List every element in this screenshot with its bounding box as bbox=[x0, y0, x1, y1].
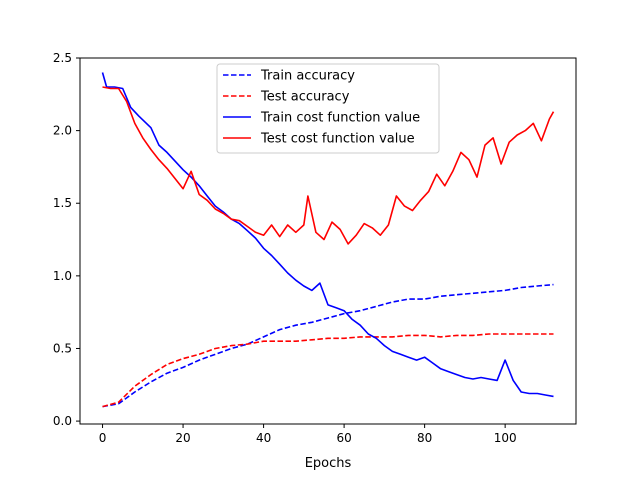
x-tick-label: 20 bbox=[175, 431, 190, 445]
series-line-1 bbox=[102, 283, 554, 408]
x-tick-label: 100 bbox=[494, 431, 517, 445]
plot-lines bbox=[101, 72, 555, 408]
x-tick-label: 0 bbox=[99, 431, 107, 445]
x-axis-label: Epochs bbox=[305, 456, 352, 471]
y-tick-label: 1.5 bbox=[53, 196, 72, 210]
y-tick-label: 0.5 bbox=[53, 341, 72, 355]
y-tick-label: 2.0 bbox=[53, 124, 72, 138]
y-tick-label: 0.0 bbox=[53, 414, 72, 428]
plot-frame bbox=[79, 57, 577, 425]
x-tick-label: 80 bbox=[417, 431, 432, 445]
legend: Train accuracy Test accuracy Train cost fu… bbox=[216, 63, 440, 154]
legend-label: Test cost function value bbox=[260, 132, 415, 147]
legend-box bbox=[216, 63, 440, 154]
series-line-4 bbox=[102, 86, 555, 245]
legend-label: Train accuracy bbox=[260, 69, 355, 84]
y-tick-label: 2.5 bbox=[53, 51, 72, 65]
series-line-2 bbox=[102, 333, 554, 408]
legend-label: Test accuracy bbox=[260, 90, 350, 105]
legend-label: Train cost function value bbox=[260, 111, 420, 126]
y-tick-label: 1.0 bbox=[53, 269, 72, 283]
series-line-3 bbox=[101, 72, 554, 398]
x-axis: 0 20 40 60 80 100 bbox=[99, 424, 517, 445]
x-tick-label: 40 bbox=[256, 431, 271, 445]
y-axis: 0.0 0.5 1.0 1.5 2.0 2.5 bbox=[53, 51, 80, 428]
x-tick-label: 60 bbox=[336, 431, 351, 445]
